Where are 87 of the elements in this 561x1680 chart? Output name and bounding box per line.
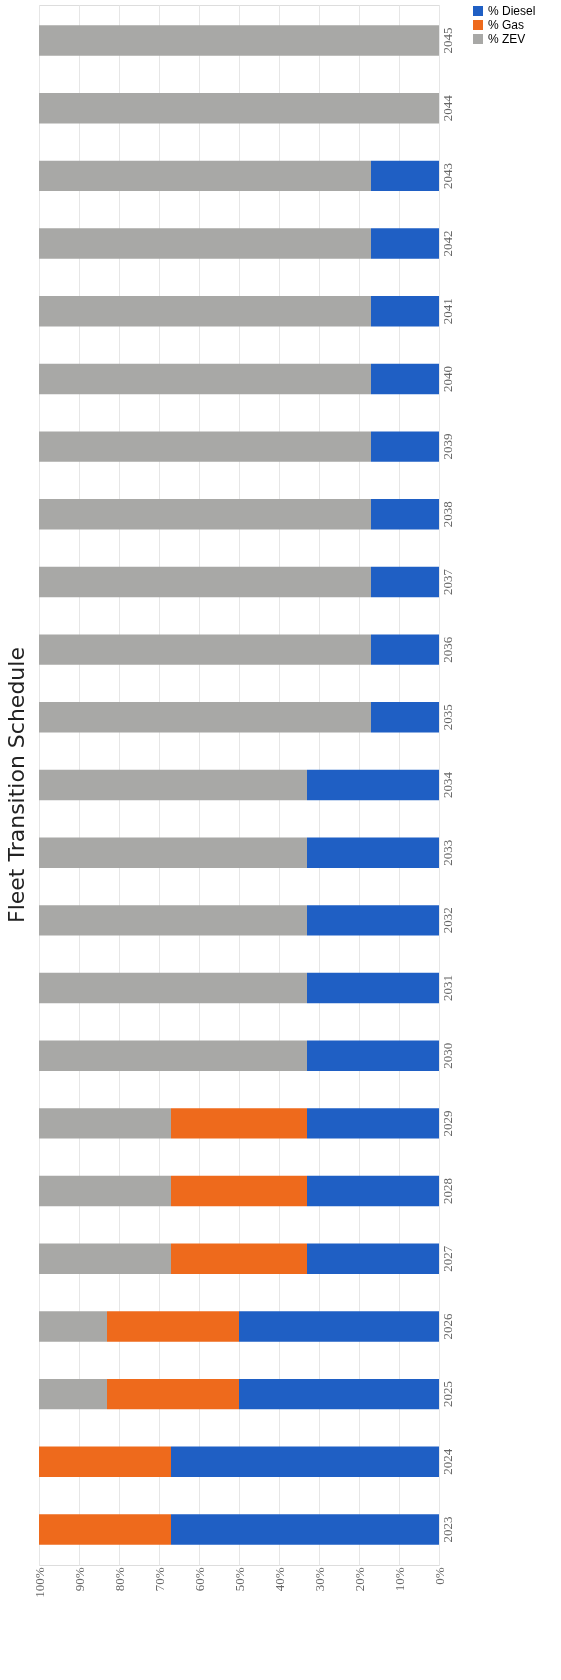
bar	[171, 1514, 439, 1545]
bar	[39, 1514, 171, 1545]
y-tick-label: 2032	[439, 907, 455, 934]
legend-label: % Gas	[488, 18, 525, 32]
bar	[371, 296, 439, 327]
bar	[39, 1040, 307, 1071]
bar	[39, 363, 371, 395]
x-tick-label: 10%	[391, 1567, 407, 1592]
x-tick-label: 60%	[191, 1567, 207, 1592]
x-tick-label: 30%	[311, 1567, 327, 1592]
y-tick-label: 2045	[439, 27, 455, 54]
bar	[171, 1175, 307, 1207]
bar	[239, 1378, 439, 1410]
y-tick-label: 2028	[439, 1178, 455, 1205]
bar	[39, 702, 371, 733]
y-tick-label: 2035	[439, 704, 455, 731]
bar	[307, 905, 439, 936]
y-tick-label: 2030	[439, 1042, 455, 1069]
bar	[371, 634, 439, 665]
y-tick-label: 2038	[439, 501, 455, 528]
x-tick-label: 20%	[351, 1567, 367, 1592]
bar	[371, 499, 439, 530]
y-tick-label: 2041	[439, 298, 455, 325]
y-tick-label: 2037	[439, 568, 455, 595]
bar	[39, 566, 371, 598]
y-tick-label: 2026	[439, 1312, 455, 1340]
bar	[39, 1311, 107, 1342]
bar	[307, 769, 439, 801]
bar	[39, 1243, 171, 1274]
bar	[171, 1243, 307, 1274]
x-tick-label: 90%	[71, 1567, 87, 1592]
x-tick-label: 70%	[151, 1567, 167, 1592]
y-tick-label: 2033	[439, 839, 455, 866]
bar	[39, 92, 439, 124]
y-tick-label: 2023	[439, 1516, 455, 1543]
bar	[371, 566, 439, 598]
bar	[107, 1311, 239, 1342]
y-tick-label: 2042	[439, 230, 455, 257]
bar	[39, 499, 371, 530]
bar	[107, 1378, 239, 1410]
bar	[371, 228, 439, 259]
text: Fleet Transition Schedule	[4, 647, 29, 923]
bar	[39, 1175, 171, 1207]
bar	[307, 972, 439, 1004]
y-tick-label: 2044	[439, 94, 455, 122]
bar	[39, 972, 307, 1004]
bar	[307, 1175, 439, 1207]
y-tick-label: 2031	[439, 975, 455, 1002]
bar	[39, 1446, 171, 1478]
bar	[39, 296, 371, 327]
y-tick-label: 2043	[439, 162, 455, 189]
bar	[39, 1378, 107, 1410]
x-tick-label: 40%	[271, 1567, 287, 1592]
bar	[39, 160, 371, 192]
x-tick-label: 100%	[31, 1567, 47, 1598]
bar	[371, 363, 439, 395]
bar	[307, 1108, 439, 1139]
bar	[307, 837, 439, 868]
bar	[39, 228, 371, 259]
y-tick-label: 2040	[439, 365, 455, 392]
y-tick-label: 2029	[439, 1110, 455, 1137]
bar	[371, 431, 439, 462]
y-tick-label: 2039	[439, 433, 455, 460]
y-tick-label: 2024	[439, 1448, 455, 1475]
x-tick-label: 0%	[431, 1567, 447, 1585]
bar	[371, 160, 439, 192]
y-tick-label: 2036	[439, 636, 455, 663]
x-tick-label: 80%	[111, 1567, 127, 1592]
bar	[307, 1243, 439, 1274]
bar	[239, 1311, 439, 1342]
bar	[171, 1108, 307, 1139]
bar	[39, 837, 307, 868]
bar	[371, 702, 439, 733]
bar	[307, 1040, 439, 1071]
bar	[39, 431, 371, 462]
bar	[39, 25, 439, 56]
legend-label: % ZEV	[488, 32, 526, 46]
y-tick-label: 2027	[439, 1245, 455, 1272]
x-tick-label: 50%	[231, 1567, 247, 1592]
bar	[39, 769, 307, 801]
bar	[39, 1108, 171, 1139]
y-tick-label: 2025	[439, 1381, 455, 1408]
bar	[39, 634, 371, 665]
bar	[171, 1446, 439, 1478]
legend-label: % Diesel	[488, 4, 536, 18]
y-tick-label: 2034	[439, 771, 455, 798]
bar	[39, 905, 307, 936]
